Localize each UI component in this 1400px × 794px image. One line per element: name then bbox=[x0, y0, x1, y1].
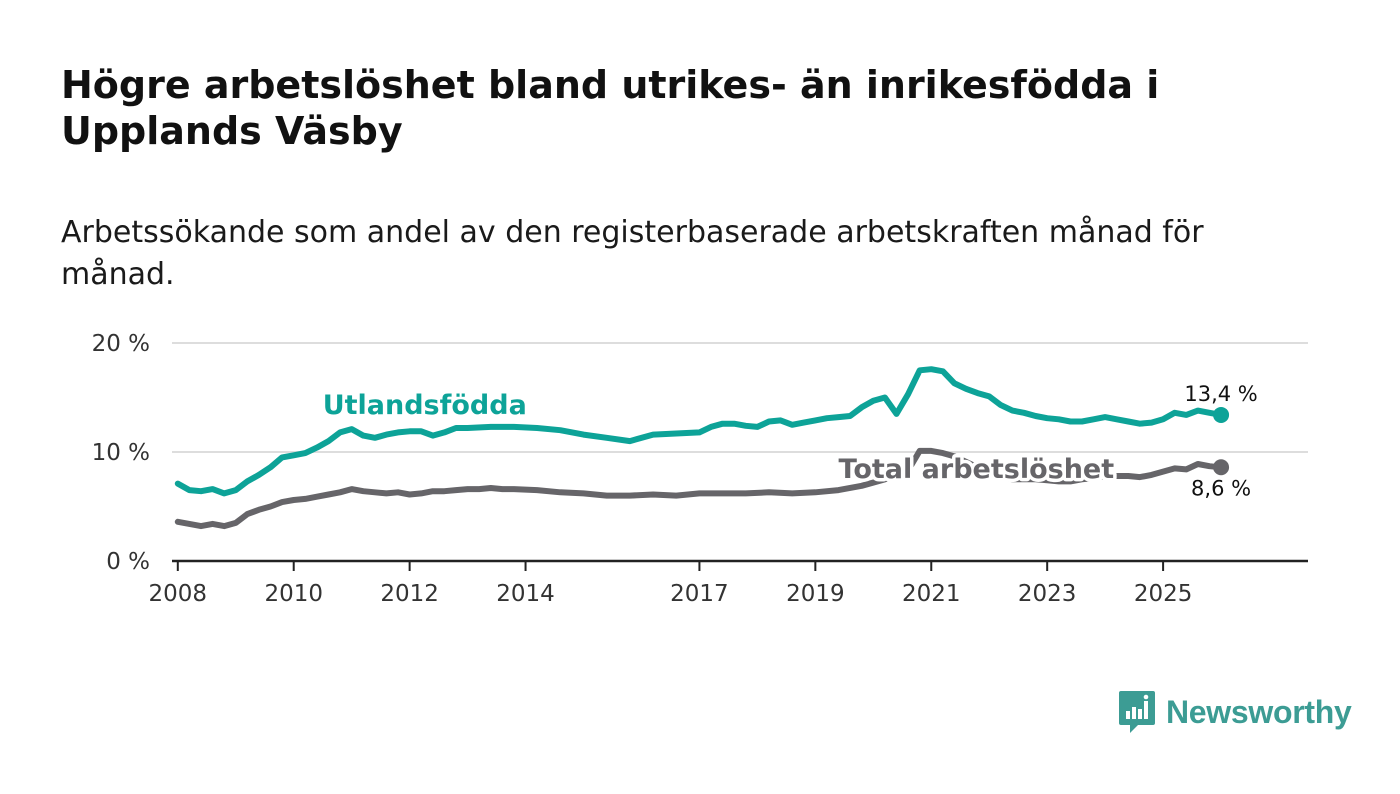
end-value-label: 8,6 % bbox=[1191, 476, 1251, 500]
x-tick-label: 2014 bbox=[496, 581, 555, 607]
gridlines bbox=[172, 342, 1308, 453]
series-labels: 13,4 % Utlandsfödda 8,6 % Total arbetslöshe… bbox=[319, 382, 1258, 500]
chart-subtitle: Arbetssökande som andel av den registerb… bbox=[61, 215, 1204, 292]
x-tick-label: 2010 bbox=[264, 581, 323, 607]
x-tick-label: 2008 bbox=[149, 581, 208, 607]
chart-title: Högre arbetslöshet bland utrikes- än inr… bbox=[61, 63, 1160, 153]
x-tick-label: 2025 bbox=[1134, 581, 1193, 607]
series-endpoint-utlandsfodda bbox=[1213, 406, 1230, 423]
y-tick-label: 20 % bbox=[92, 331, 150, 357]
x-tick-label: 2021 bbox=[902, 581, 961, 607]
series-lines bbox=[174, 366, 1230, 530]
newsworthy-logo: Newsworthy bbox=[1118, 688, 1352, 736]
end-value-label: 13,4 % bbox=[1184, 382, 1257, 406]
x-tick-label: 2017 bbox=[670, 581, 729, 607]
y-tick-label: 10 % bbox=[92, 440, 150, 466]
series-label: Total arbetslöshet bbox=[839, 454, 1115, 485]
x-tick-label: 2019 bbox=[786, 581, 845, 607]
newsworthy-logo-icon bbox=[1119, 691, 1155, 733]
series-endpoint-total bbox=[1213, 459, 1230, 476]
series-line-utlandsfodda bbox=[174, 366, 1225, 497]
axes: 0 % 10 % 20 % 2008 2010 2012 2014 2017 2019 2021 2… bbox=[92, 331, 1308, 607]
line-chart: 0 % 10 % 20 % 2008 2010 2012 2014 2017 2019 2021 2… bbox=[92, 331, 1308, 607]
x-tick-label: 2023 bbox=[1018, 581, 1077, 607]
series-line-total bbox=[174, 447, 1225, 530]
y-tick-label: 0 % bbox=[106, 549, 150, 575]
brand-name: Newsworthy bbox=[1166, 693, 1352, 730]
series-label: Utlandsfödda bbox=[323, 390, 527, 421]
x-tick-label: 2012 bbox=[380, 581, 439, 607]
